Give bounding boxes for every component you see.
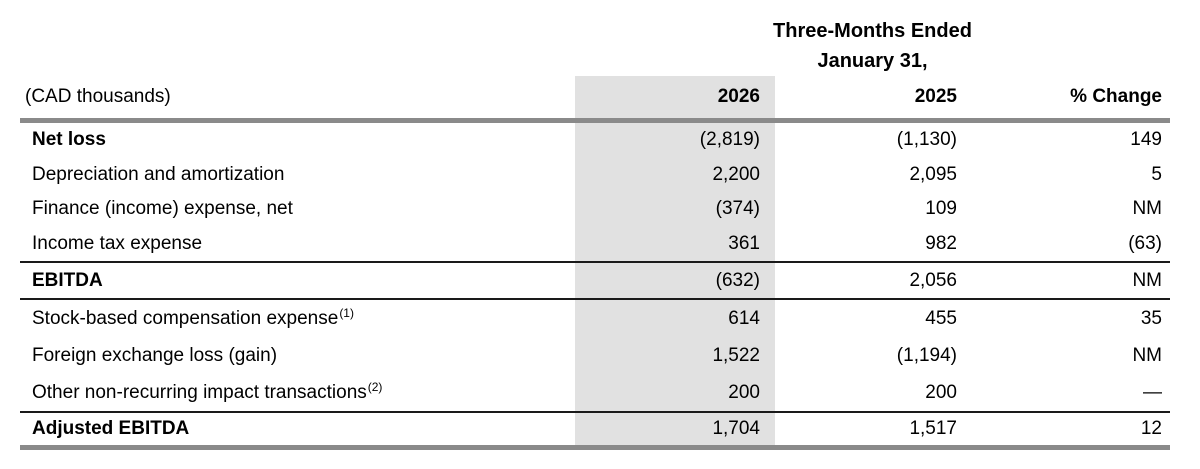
table-header-row: (CAD thousands) 2026 2025 % Change — [20, 76, 1170, 123]
value-percent-change: NM — [1132, 198, 1162, 220]
footnote-marker-2: (2) — [367, 379, 383, 394]
footnote-marker-1: (1) — [339, 305, 354, 320]
value-2025: 455 — [925, 307, 957, 329]
row-label: EBITDA — [32, 269, 103, 291]
value-2025: 1,517 — [909, 418, 957, 439]
row-label: Adjusted EBITDA — [32, 418, 190, 439]
value-2025: 2,095 — [909, 163, 957, 185]
value-2026: (2,819) — [575, 123, 775, 158]
value-2026: 2,200 — [575, 157, 775, 192]
row-label: Stock-based compensation expense (1) — [32, 305, 354, 329]
table-row-adjusted-ebitda: Adjusted EBITDA 1,704 1,517 12 — [20, 413, 1170, 450]
table-row-depreciation: Depreciation and amortization 2,200 2,09… — [20, 157, 1170, 192]
column-header-percent-change: % Change — [1070, 86, 1162, 107]
value-percent-change: — — [1143, 381, 1162, 403]
column-header-2025: 2025 — [914, 86, 957, 107]
value-2025: (1,194) — [896, 344, 957, 366]
units-label: (CAD thousands) — [25, 86, 171, 107]
value-percent-change: NM — [1132, 269, 1162, 291]
value-percent-change: 35 — [1140, 307, 1162, 329]
table-row-finance-expense: Finance (income) expense, net (374) 109 … — [20, 192, 1170, 227]
value-2025: 982 — [925, 232, 957, 254]
value-2025: 2,056 — [909, 269, 957, 291]
row-label: Depreciation and amortization — [32, 163, 285, 185]
row-label: Income tax expense — [32, 232, 203, 254]
value-percent-change: NM — [1132, 344, 1162, 366]
table-title: Three-Months Ended January 31, — [575, 0, 1170, 76]
table-row-stock-compensation: Stock-based compensation expense (1) 614 … — [20, 300, 1170, 337]
value-2025: (1,130) — [896, 129, 957, 151]
value-2026: (374) — [575, 192, 775, 227]
ebitda-reconciliation-table: (CAD thousands) 2026 2025 % Change Net l… — [20, 76, 1170, 450]
title-line-2: January 31, — [817, 50, 928, 72]
value-2026: 614 — [575, 300, 775, 337]
value-2025: 109 — [925, 198, 957, 220]
table-row-ebitda: EBITDA (632) 2,056 NM — [20, 263, 1170, 300]
title-line-1: Three-Months Ended — [773, 20, 972, 42]
value-2026: 200 — [575, 374, 775, 411]
table-row-foreign-exchange: Foreign exchange loss (gain) 1,522 (1,19… — [20, 337, 1170, 374]
table-row-net-loss: Net loss (2,819) (1,130) 149 — [20, 123, 1170, 158]
value-2025: 200 — [925, 381, 957, 403]
value-percent-change: 149 — [1130, 129, 1162, 151]
column-header-2026: 2026 — [575, 76, 775, 118]
row-label: Finance (income) expense, net — [32, 198, 293, 220]
value-2026: 1,704 — [575, 413, 775, 445]
value-2026: 361 — [575, 226, 775, 261]
value-percent-change: 12 — [1140, 418, 1162, 439]
value-percent-change: (63) — [1128, 232, 1162, 254]
value-percent-change: 5 — [1151, 163, 1162, 185]
table-row-income-tax: Income tax expense 361 982 (63) — [20, 226, 1170, 263]
table-row-other-nonrecurring: Other non-recurring impact transactions(… — [20, 374, 1170, 413]
value-2026: 1,522 — [575, 337, 775, 374]
row-label: Other non-recurring impact transactions(… — [32, 379, 383, 403]
row-label: Foreign exchange loss (gain) — [32, 344, 278, 366]
value-2026: (632) — [575, 263, 775, 298]
row-label: Net loss — [32, 129, 106, 151]
